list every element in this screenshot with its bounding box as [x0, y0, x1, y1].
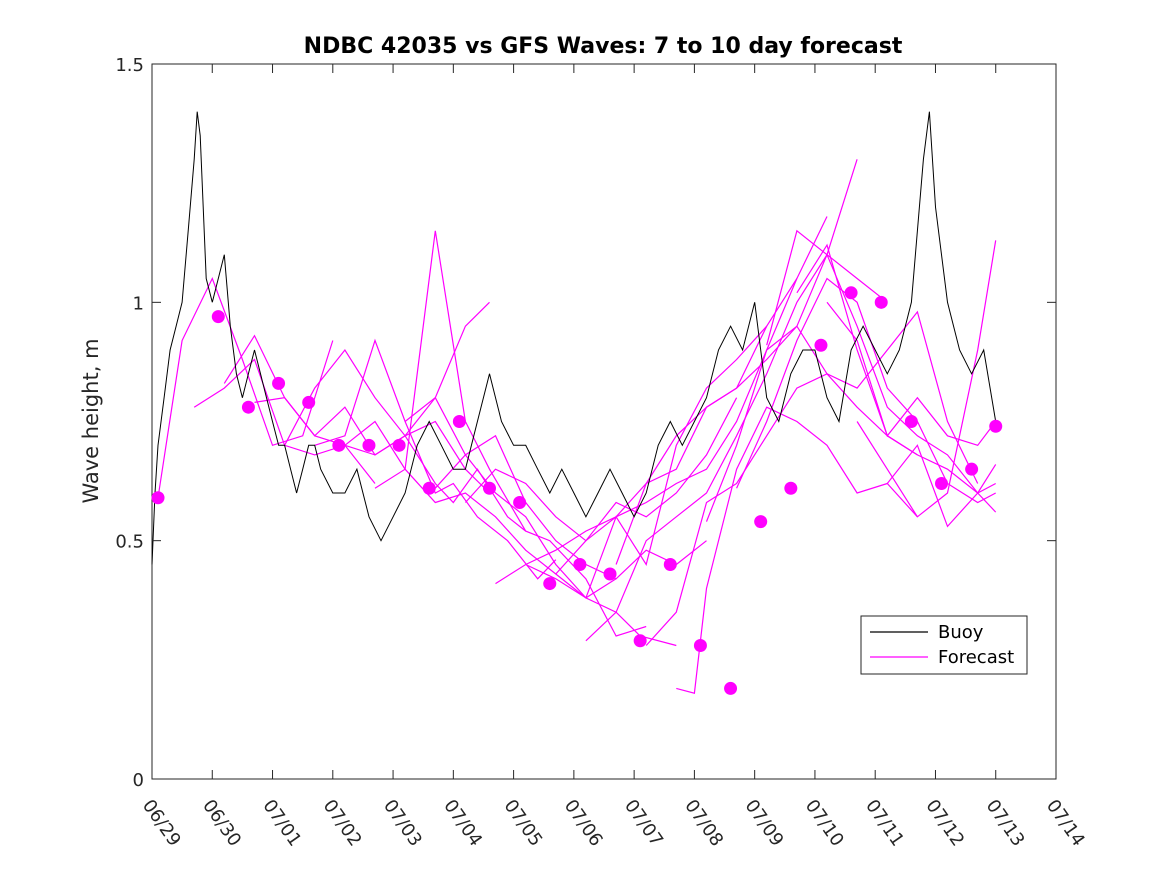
forecast-run-21: [796, 243, 997, 446]
forecast-point: [241, 400, 255, 414]
chart-title: NDBC 42035 vs GFS Waves: 7 to 10 day for…: [304, 34, 903, 59]
forecast-point: [693, 639, 707, 653]
forecast-point: [904, 415, 918, 428]
x-tick-label: 07/05: [500, 796, 547, 851]
x-tick-label: 07/12: [921, 796, 968, 851]
x-tick-label: 07/06: [560, 796, 607, 851]
x-tick-label: 07/10: [801, 796, 848, 851]
forecast-run-20: [766, 229, 997, 513]
forecast-run-15: [615, 253, 888, 565]
x-tick-label: 07/11: [861, 796, 908, 851]
forecast-point: [989, 419, 1003, 433]
x-tick-label: 07/07: [620, 796, 667, 851]
x-tick-label: 07/01: [258, 796, 305, 851]
x-tick-label: 06/30: [198, 796, 245, 851]
forecast-point: [874, 295, 888, 309]
x-tick-label: 06/29: [138, 796, 185, 851]
forecast-run-24: [886, 444, 997, 528]
buoy-line: [151, 111, 997, 565]
forecast-run-14: [585, 159, 858, 642]
forecast-point: [513, 496, 527, 510]
forecast-point: [844, 286, 858, 300]
x-tick-label: 07/08: [680, 796, 727, 851]
x-tick-label: 07/02: [319, 796, 366, 851]
legend: Buoy Forecast: [860, 615, 1028, 675]
forecast-run-3: [254, 397, 490, 494]
forecast-point: [814, 338, 828, 352]
forecast-run-5: [314, 338, 557, 580]
forecast-run-8: [404, 396, 677, 647]
forecast-point: [784, 481, 798, 495]
forecast-run-23: [856, 240, 997, 518]
forecast-point: [543, 577, 557, 591]
forecast-run-9: [434, 434, 707, 580]
series-layer: [151, 111, 1003, 695]
forecast-run-13: [555, 216, 828, 575]
forecast-run-11: [495, 325, 768, 599]
x-tick-label: 07/09: [741, 796, 788, 851]
y-tick-label: 0: [133, 770, 144, 791]
forecast-point: [422, 481, 436, 495]
forecast-point: [633, 634, 647, 648]
forecast-point: [663, 558, 677, 571]
forecast-point: [302, 395, 316, 409]
legend-label-forecast: Forecast: [938, 647, 1014, 668]
forecast-point: [724, 681, 738, 695]
forecast-point: [452, 415, 466, 428]
forecast-point: [482, 481, 496, 495]
y-axis-label: Wave height, m: [79, 338, 103, 503]
y-tick-label: 0.5: [115, 532, 144, 553]
forecast-point: [754, 515, 768, 529]
y-tick-label: 1: [133, 293, 144, 314]
forecast-point: [934, 476, 948, 490]
forecast-point: [151, 491, 165, 505]
x-tick-label: 07/04: [439, 796, 486, 851]
x-tick-label: 07/13: [982, 796, 1029, 851]
forecast-point: [272, 376, 286, 390]
forecast-point: [603, 567, 617, 581]
forecast-point: [573, 558, 587, 571]
forecast-run-10: [464, 397, 738, 542]
forecast-point: [965, 462, 979, 476]
forecast-run-2: [223, 301, 490, 456]
forecast-run-0: [157, 276, 334, 498]
forecast-run-6: [344, 420, 617, 599]
forecast-point: [392, 438, 406, 452]
y-tick-label: 1.5: [115, 55, 144, 76]
forecast-run-18: [705, 310, 979, 522]
forecast-point: [211, 310, 225, 324]
forecast-run-16: [645, 373, 918, 646]
legend-box: [860, 615, 1028, 675]
x-tick-label: 07/14: [1042, 796, 1089, 851]
forecast-point: [332, 438, 346, 452]
forecast-run-7: [374, 230, 647, 637]
legend-label-buoy: Buoy: [938, 622, 984, 643]
forecast-point: [362, 438, 376, 452]
forecast-run-12: [525, 278, 798, 566]
x-tick-label: 07/03: [379, 796, 426, 851]
